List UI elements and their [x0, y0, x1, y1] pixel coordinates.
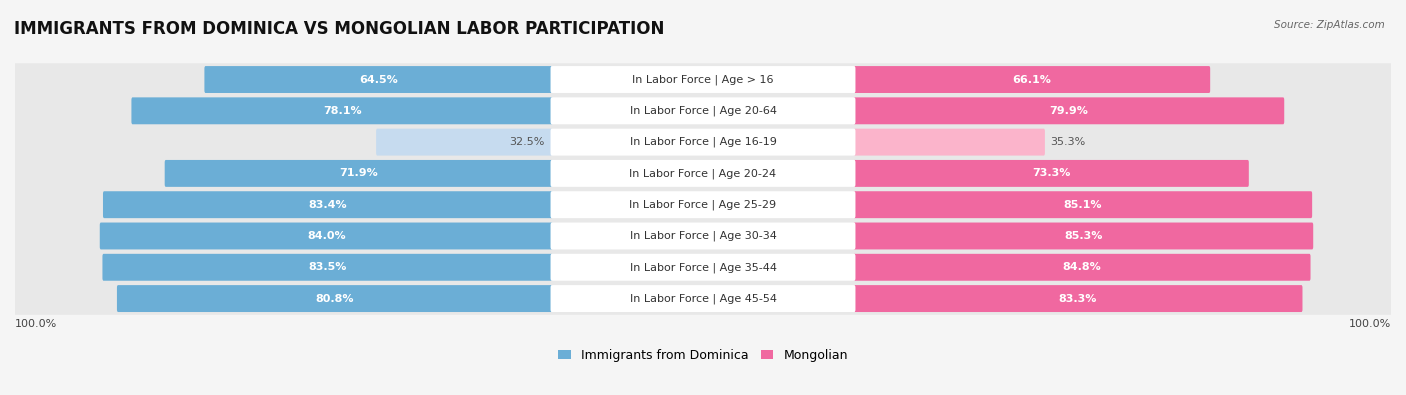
- FancyBboxPatch shape: [13, 94, 1393, 127]
- Text: In Labor Force | Age 16-19: In Labor Force | Age 16-19: [630, 137, 776, 147]
- Text: 100.0%: 100.0%: [15, 319, 58, 329]
- Text: 83.3%: 83.3%: [1059, 293, 1097, 304]
- FancyBboxPatch shape: [13, 188, 1393, 221]
- Text: 84.8%: 84.8%: [1063, 262, 1101, 272]
- FancyBboxPatch shape: [853, 160, 1249, 187]
- Text: 85.3%: 85.3%: [1064, 231, 1102, 241]
- FancyBboxPatch shape: [551, 98, 855, 124]
- Text: In Labor Force | Age 20-24: In Labor Force | Age 20-24: [630, 168, 776, 179]
- Text: 85.1%: 85.1%: [1063, 200, 1102, 210]
- FancyBboxPatch shape: [551, 129, 855, 156]
- FancyBboxPatch shape: [13, 126, 1393, 158]
- Text: 66.1%: 66.1%: [1012, 75, 1052, 85]
- Text: 71.9%: 71.9%: [339, 168, 378, 179]
- FancyBboxPatch shape: [853, 191, 1312, 218]
- FancyBboxPatch shape: [551, 285, 855, 312]
- FancyBboxPatch shape: [853, 222, 1313, 250]
- FancyBboxPatch shape: [165, 160, 553, 187]
- FancyBboxPatch shape: [551, 66, 855, 93]
- Text: IMMIGRANTS FROM DOMINICA VS MONGOLIAN LABOR PARTICIPATION: IMMIGRANTS FROM DOMINICA VS MONGOLIAN LA…: [14, 20, 665, 38]
- Legend: Immigrants from Dominica, Mongolian: Immigrants from Dominica, Mongolian: [554, 345, 852, 366]
- FancyBboxPatch shape: [853, 66, 1211, 93]
- FancyBboxPatch shape: [551, 222, 855, 250]
- Text: Source: ZipAtlas.com: Source: ZipAtlas.com: [1274, 20, 1385, 30]
- Text: In Labor Force | Age 45-54: In Labor Force | Age 45-54: [630, 293, 776, 304]
- Text: In Labor Force | Age 25-29: In Labor Force | Age 25-29: [630, 199, 776, 210]
- FancyBboxPatch shape: [853, 285, 1302, 312]
- FancyBboxPatch shape: [204, 66, 553, 93]
- FancyBboxPatch shape: [103, 191, 553, 218]
- FancyBboxPatch shape: [13, 157, 1393, 190]
- FancyBboxPatch shape: [551, 254, 855, 281]
- Text: 83.4%: 83.4%: [308, 200, 347, 210]
- Text: 73.3%: 73.3%: [1032, 168, 1070, 179]
- FancyBboxPatch shape: [551, 160, 855, 187]
- FancyBboxPatch shape: [853, 254, 1310, 281]
- Text: 64.5%: 64.5%: [359, 75, 398, 85]
- Text: 32.5%: 32.5%: [509, 137, 544, 147]
- FancyBboxPatch shape: [117, 285, 553, 312]
- FancyBboxPatch shape: [853, 129, 1045, 156]
- FancyBboxPatch shape: [13, 251, 1393, 284]
- FancyBboxPatch shape: [853, 98, 1284, 124]
- FancyBboxPatch shape: [103, 254, 553, 281]
- Text: 80.8%: 80.8%: [315, 293, 354, 304]
- FancyBboxPatch shape: [13, 63, 1393, 96]
- Text: 83.5%: 83.5%: [308, 262, 347, 272]
- Text: In Labor Force | Age > 16: In Labor Force | Age > 16: [633, 74, 773, 85]
- Text: 84.0%: 84.0%: [307, 231, 346, 241]
- Text: 79.9%: 79.9%: [1049, 106, 1088, 116]
- FancyBboxPatch shape: [13, 282, 1393, 315]
- FancyBboxPatch shape: [13, 220, 1393, 252]
- Text: In Labor Force | Age 30-34: In Labor Force | Age 30-34: [630, 231, 776, 241]
- Text: 35.3%: 35.3%: [1050, 137, 1085, 147]
- FancyBboxPatch shape: [551, 191, 855, 218]
- FancyBboxPatch shape: [131, 98, 553, 124]
- Text: In Labor Force | Age 20-64: In Labor Force | Age 20-64: [630, 105, 776, 116]
- FancyBboxPatch shape: [100, 222, 553, 250]
- Text: 100.0%: 100.0%: [1348, 319, 1391, 329]
- FancyBboxPatch shape: [377, 129, 553, 156]
- Text: 78.1%: 78.1%: [323, 106, 361, 116]
- Text: In Labor Force | Age 35-44: In Labor Force | Age 35-44: [630, 262, 776, 273]
